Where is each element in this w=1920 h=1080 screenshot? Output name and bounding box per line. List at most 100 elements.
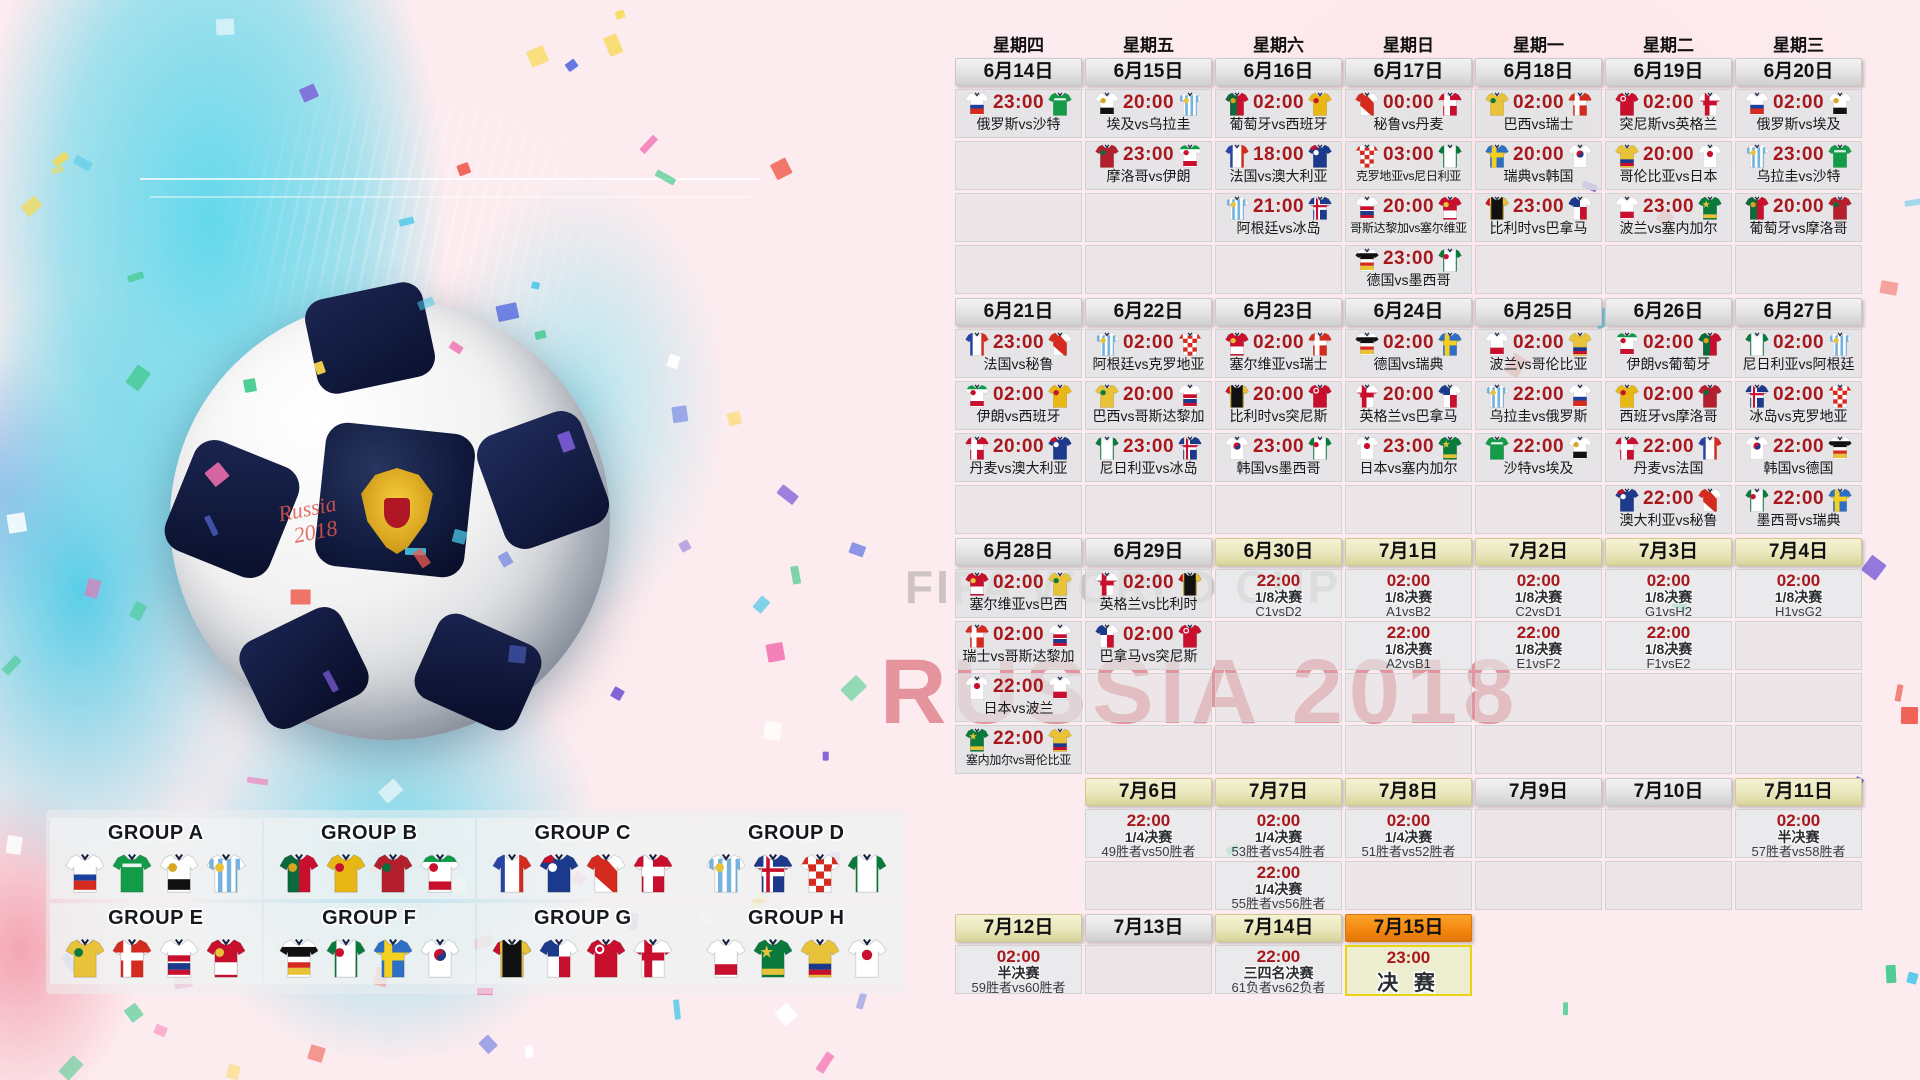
group-match-cell[interactable]: 23:00 韩国vs墨西哥: [1215, 433, 1342, 482]
group-match-cell[interactable]: 02:00 突尼斯vs英格兰: [1605, 89, 1732, 138]
group-match-cell[interactable]: 02:00 巴西vs瑞士: [1475, 89, 1602, 138]
group-match-cell[interactable]: 02:00 巴拿马vs突尼斯: [1085, 621, 1212, 670]
group-match-cell[interactable]: 02:00 瑞士vs哥斯达黎加: [955, 621, 1082, 670]
date-header[interactable]: 6月20日: [1735, 58, 1862, 86]
knockout-match-cell[interactable]: 02:00 1/4决赛 51胜者vs52胜者: [1345, 809, 1472, 858]
knockout-match-cell[interactable]: 22:00 1/4决赛 55胜者vs56胜者: [1215, 861, 1342, 910]
date-header[interactable]: 6月21日: [955, 298, 1082, 326]
group-match-cell[interactable]: 20:00 埃及vs乌拉圭: [1085, 89, 1212, 138]
group-match-cell[interactable]: 20:00 巴西vs哥斯达黎加: [1085, 381, 1212, 430]
group-match-cell[interactable]: 02:00 俄罗斯vs埃及: [1735, 89, 1862, 138]
date-header[interactable]: 7月9日: [1475, 778, 1602, 806]
group-box[interactable]: GROUP H: [690, 903, 902, 984]
group-match-cell[interactable]: 20:00 哥斯达黎加vs塞尔维亚: [1345, 193, 1472, 242]
date-header[interactable]: 7月6日: [1085, 778, 1212, 806]
group-match-cell[interactable]: 02:00 冰岛vs克罗地亚: [1735, 381, 1862, 430]
date-header[interactable]: 7月2日: [1475, 538, 1602, 566]
date-header[interactable]: 6月14日: [955, 58, 1082, 86]
date-header[interactable]: 6月17日: [1345, 58, 1472, 86]
group-match-cell[interactable]: 20:00 丹麦vs澳大利亚: [955, 433, 1082, 482]
date-header[interactable]: 6月24日: [1345, 298, 1472, 326]
date-header[interactable]: 7月10日: [1605, 778, 1732, 806]
group-match-cell[interactable]: 23:00 尼日利亚vs冰岛: [1085, 433, 1212, 482]
group-match-cell[interactable]: 23:00 乌拉圭vs沙特: [1735, 141, 1862, 190]
date-header[interactable]: 6月16日: [1215, 58, 1342, 86]
group-match-cell[interactable]: 22:00 日本vs波兰: [955, 673, 1082, 722]
date-header[interactable]: 6月27日: [1735, 298, 1862, 326]
knockout-match-cell[interactable]: 22:00 1/8决赛 E1vsF2: [1475, 621, 1602, 670]
date-header[interactable]: 7月11日: [1735, 778, 1862, 806]
date-header[interactable]: 7月15日: [1345, 914, 1472, 942]
date-header[interactable]: 6月30日: [1215, 538, 1342, 566]
date-header[interactable]: 6月22日: [1085, 298, 1212, 326]
final-match-cell[interactable]: 23:00 决 赛: [1345, 945, 1472, 996]
knockout-match-cell[interactable]: 22:00 1/8决赛 C1vsD2: [1215, 569, 1342, 618]
date-header[interactable]: 6月28日: [955, 538, 1082, 566]
group-match-cell[interactable]: 02:00 葡萄牙vs西班牙: [1215, 89, 1342, 138]
group-match-cell[interactable]: 22:00 澳大利亚vs秘鲁: [1605, 485, 1732, 534]
date-header[interactable]: 7月4日: [1735, 538, 1862, 566]
group-match-cell[interactable]: 02:00 德国vs瑞典: [1345, 329, 1472, 378]
group-match-cell[interactable]: 02:00 伊朗vs西班牙: [955, 381, 1082, 430]
group-match-cell[interactable]: 20:00 比利时vs突尼斯: [1215, 381, 1342, 430]
group-box[interactable]: GROUP F: [263, 903, 475, 984]
group-match-cell[interactable]: 23:00 比利时vs巴拿马: [1475, 193, 1602, 242]
date-header[interactable]: 7月7日: [1215, 778, 1342, 806]
date-header[interactable]: 6月19日: [1605, 58, 1732, 86]
group-match-cell[interactable]: 02:00 伊朗vs葡萄牙: [1605, 329, 1732, 378]
knockout-match-cell[interactable]: 22:00 三四名决赛 61负者vs62负者: [1215, 945, 1342, 994]
group-match-cell[interactable]: 22:00 韩国vs德国: [1735, 433, 1862, 482]
group-match-cell[interactable]: 23:00 摩洛哥vs伊朗: [1085, 141, 1212, 190]
group-match-cell[interactable]: 20:00 瑞典vs韩国: [1475, 141, 1602, 190]
group-match-cell[interactable]: 20:00 哥伦比亚vs日本: [1605, 141, 1732, 190]
group-match-cell[interactable]: 23:00 德国vs墨西哥: [1345, 245, 1472, 294]
date-header[interactable]: 6月15日: [1085, 58, 1212, 86]
group-match-cell[interactable]: 03:00 克罗地亚vs尼日利亚: [1345, 141, 1472, 190]
group-match-cell[interactable]: 23:00 波兰vs塞内加尔: [1605, 193, 1732, 242]
group-match-cell[interactable]: 23:00 法国vs秘鲁: [955, 329, 1082, 378]
group-match-cell[interactable]: 02:00 英格兰vs比利时: [1085, 569, 1212, 618]
group-match-cell[interactable]: 22:00 丹麦vs法国: [1605, 433, 1732, 482]
group-match-cell[interactable]: 02:00 阿根廷vs克罗地亚: [1085, 329, 1212, 378]
knockout-match-cell[interactable]: 22:00 1/4决赛 49胜者vs50胜者: [1085, 809, 1212, 858]
group-match-cell[interactable]: 18:00 法国vs澳大利亚: [1215, 141, 1342, 190]
date-header[interactable]: 7月1日: [1345, 538, 1472, 566]
group-match-cell[interactable]: 02:00 波兰vs哥伦比亚: [1475, 329, 1602, 378]
group-match-cell[interactable]: 00:00 秘鲁vs丹麦: [1345, 89, 1472, 138]
date-header[interactable]: 6月23日: [1215, 298, 1342, 326]
group-match-cell[interactable]: 23:00 俄罗斯vs沙特: [955, 89, 1082, 138]
knockout-match-cell[interactable]: 02:00 1/8决赛 H1vsG2: [1735, 569, 1862, 618]
knockout-match-cell[interactable]: 02:00 1/4决赛 53胜者vs54胜者: [1215, 809, 1342, 858]
date-header[interactable]: 6月25日: [1475, 298, 1602, 326]
group-match-cell[interactable]: 22:00 乌拉圭vs俄罗斯: [1475, 381, 1602, 430]
group-match-cell[interactable]: 21:00 阿根廷vs冰岛: [1215, 193, 1342, 242]
group-box[interactable]: GROUP A: [50, 818, 262, 899]
group-box[interactable]: GROUP B: [263, 818, 475, 899]
group-match-cell[interactable]: 20:00 英格兰vs巴拿马: [1345, 381, 1472, 430]
group-box[interactable]: GROUP G: [477, 903, 689, 984]
group-match-cell[interactable]: 22:00 墨西哥vs瑞典: [1735, 485, 1862, 534]
group-match-cell[interactable]: 22:00 塞内加尔vs哥伦比亚: [955, 725, 1082, 774]
group-match-cell[interactable]: 02:00 西班牙vs摩洛哥: [1605, 381, 1732, 430]
group-box[interactable]: GROUP D: [690, 818, 902, 899]
knockout-match-cell[interactable]: 22:00 1/8决赛 F1vsE2: [1605, 621, 1732, 670]
knockout-match-cell[interactable]: 22:00 1/8决赛 A2vsB1: [1345, 621, 1472, 670]
knockout-match-cell[interactable]: 02:00 1/8决赛 A1vsB2: [1345, 569, 1472, 618]
knockout-match-cell[interactable]: 02:00 半决赛 57胜者vs58胜者: [1735, 809, 1862, 858]
knockout-match-cell[interactable]: 02:00 1/8决赛 C2vsD1: [1475, 569, 1602, 618]
date-header[interactable]: 7月12日: [955, 914, 1082, 942]
date-header[interactable]: 7月8日: [1345, 778, 1472, 806]
date-header[interactable]: 7月13日: [1085, 914, 1212, 942]
date-header[interactable]: 6月29日: [1085, 538, 1212, 566]
date-header[interactable]: 7月14日: [1215, 914, 1342, 942]
date-header[interactable]: 6月18日: [1475, 58, 1602, 86]
group-box[interactable]: GROUP C: [477, 818, 689, 899]
date-header[interactable]: 6月26日: [1605, 298, 1732, 326]
group-match-cell[interactable]: 02:00 塞尔维亚vs瑞士: [1215, 329, 1342, 378]
group-match-cell[interactable]: 02:00 尼日利亚vs阿根廷: [1735, 329, 1862, 378]
group-match-cell[interactable]: 02:00 塞尔维亚vs巴西: [955, 569, 1082, 618]
group-box[interactable]: GROUP E: [50, 903, 262, 984]
group-match-cell[interactable]: 20:00 葡萄牙vs摩洛哥: [1735, 193, 1862, 242]
date-header[interactable]: 7月3日: [1605, 538, 1732, 566]
knockout-match-cell[interactable]: 02:00 1/8决赛 G1vsH2: [1605, 569, 1732, 618]
